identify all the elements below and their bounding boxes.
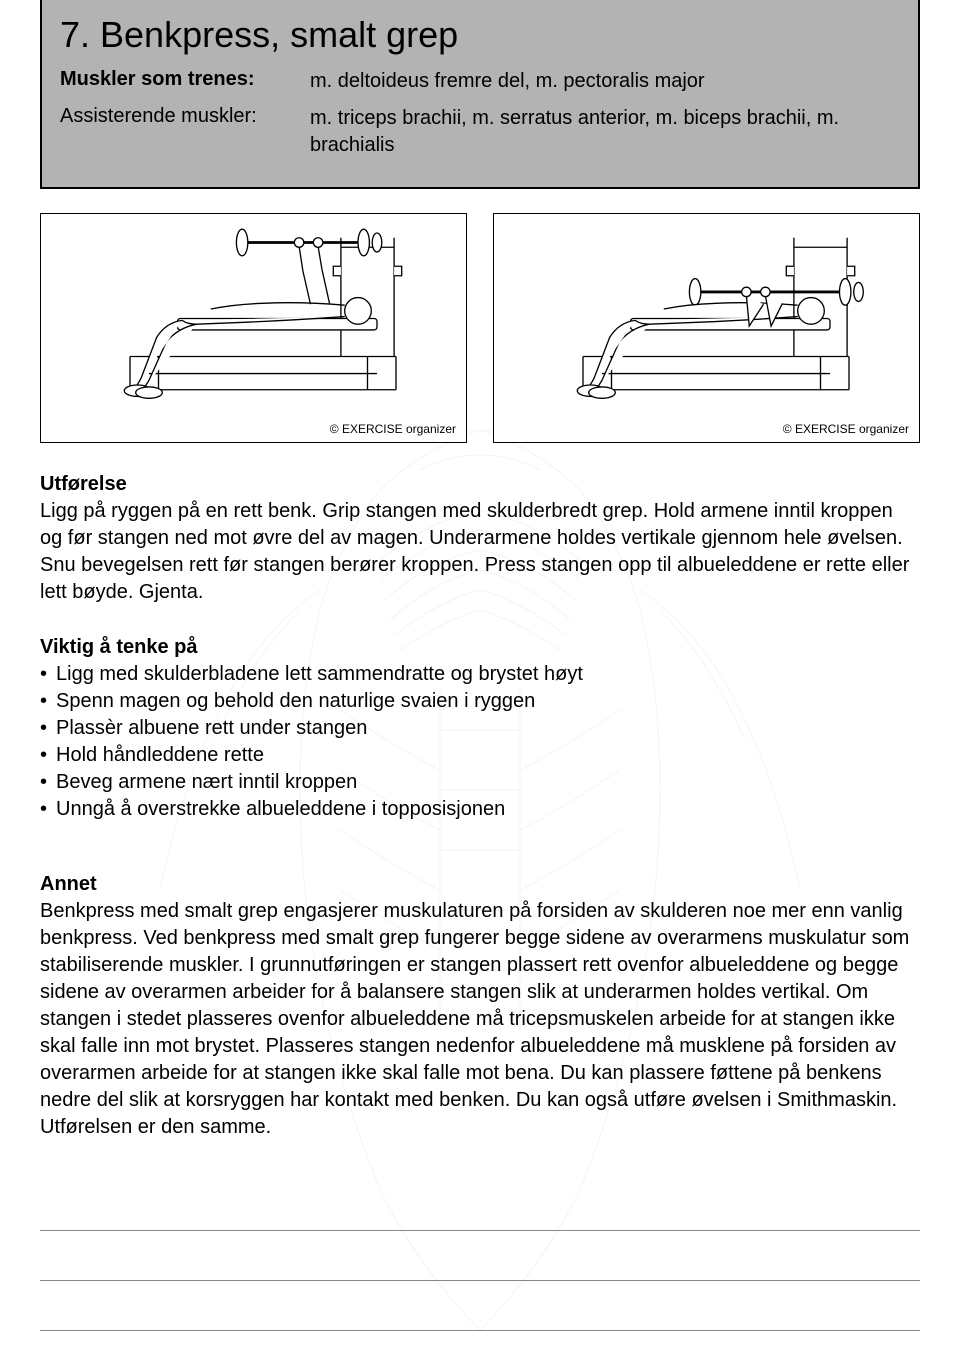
viktig-item: Ligg med skulderbladene lett sammendratt…	[40, 661, 920, 688]
muscles-trained-row: Muskler som trenes: m. deltoideus fremre…	[60, 68, 900, 95]
viktig-item: Beveg armene nært inntil kroppen	[40, 769, 920, 796]
viktig-item: Hold håndleddene rette	[40, 742, 920, 769]
section-annet: Annet Benkpress med smalt grep engasjere…	[40, 871, 920, 1141]
viktig-item: Plassèr albuene rett under stangen	[40, 715, 920, 742]
exercise-header-box: 7. Benkpress, smalt grep Muskler som tre…	[40, 0, 920, 189]
viktig-item: Unngå å overstrekke albueleddene i toppo…	[40, 796, 920, 823]
bench-press-start-icon	[41, 214, 466, 404]
utforelse-title: Utførelse	[40, 473, 127, 495]
annet-title: Annet	[40, 873, 97, 895]
viktig-item: Spenn magen og behold den naturlige svai…	[40, 688, 920, 715]
page-content: 7. Benkpress, smalt grep Muskler som tre…	[0, 0, 960, 1371]
illustration-row: © EXERCISE organizer	[40, 213, 920, 443]
assist-muscles-label: Assisterende muskler:	[60, 105, 310, 159]
muscles-trained-label: Muskler som trenes:	[60, 68, 310, 95]
notes-lines	[40, 1181, 920, 1331]
exercise-page: 7. Benkpress, smalt grep Muskler som tre…	[0, 0, 960, 1332]
illustration-box-start: © EXERCISE organizer	[40, 213, 467, 443]
viktig-title: Viktig å tenke på	[40, 636, 197, 658]
note-line	[40, 1181, 920, 1231]
section-viktig: Viktig å tenke på Ligg med skulderbladen…	[40, 634, 920, 823]
bench-press-end-icon	[494, 214, 919, 404]
note-line	[40, 1231, 920, 1281]
illustration-credit: © EXERCISE organizer	[783, 422, 909, 436]
muscles-trained-value: m. deltoideus fremre del, m. pectoralis …	[310, 68, 900, 95]
note-line	[40, 1281, 920, 1331]
annet-body: Benkpress med smalt grep engasjerer musk…	[40, 900, 909, 1138]
exercise-header-gray: 7. Benkpress, smalt grep Muskler som tre…	[42, 0, 918, 187]
utforelse-body: Ligg på ryggen på en rett benk. Grip sta…	[40, 500, 909, 603]
viktig-list: Ligg med skulderbladene lett sammendratt…	[40, 661, 920, 823]
assist-muscles-value: m. triceps brachii, m. serratus anterior…	[310, 105, 900, 159]
illustration-credit: © EXERCISE organizer	[330, 422, 456, 436]
assist-muscles-row: Assisterende muskler: m. triceps brachii…	[60, 105, 900, 159]
illustration-box-end: © EXERCISE organizer	[493, 213, 920, 443]
section-utforelse: Utførelse Ligg på ryggen på en rett benk…	[40, 471, 920, 606]
exercise-title: 7. Benkpress, smalt grep	[60, 14, 900, 56]
